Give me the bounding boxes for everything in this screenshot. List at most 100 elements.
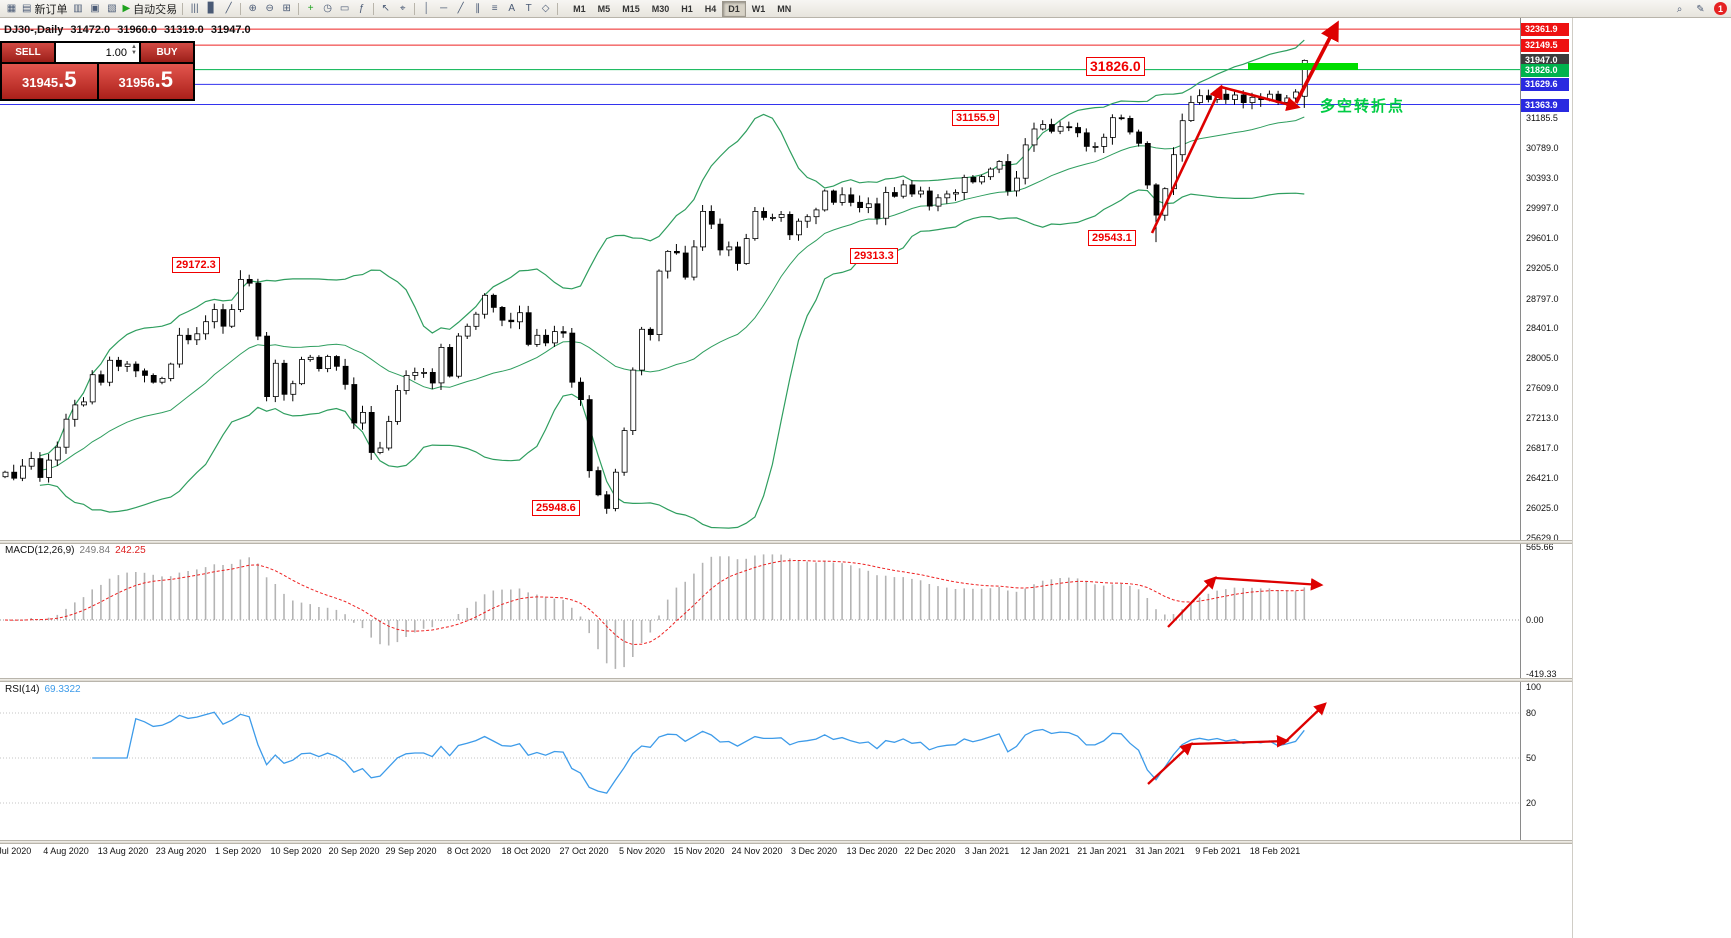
timeframe-h4[interactable]: H4 [704, 3, 717, 14]
line-chart-icon[interactable]: ╱ [220, 1, 237, 17]
crosshair-icon[interactable]: ⌖ [394, 1, 411, 17]
timeframe-d1[interactable]: D1 [722, 0, 746, 17]
date-label: 18 Oct 2020 [501, 846, 551, 856]
buy-button[interactable]: BUY [141, 43, 193, 62]
tile-windows-icon: ⊞ [282, 2, 291, 14]
edit-icon[interactable]: ✎ [1696, 3, 1705, 15]
timeframe-m30[interactable]: M30 [651, 3, 670, 14]
horizontal-line-icon: ─ [440, 2, 448, 14]
price-tick: 27609.0 [1526, 383, 1559, 393]
macd-panel-separator[interactable] [0, 540, 1572, 544]
macd-axis-tick: 0.00 [1526, 615, 1544, 625]
cursor-icon[interactable]: ↖ [377, 1, 394, 17]
fibonacci-icon: ≡ [491, 2, 498, 14]
one-click-trade-panel: SELL 1.00 ▲ ▼ BUY 31945 .5 31956 .5 [0, 41, 195, 101]
price-tag: 32149.5 [1521, 39, 1569, 52]
bars-chart-icon[interactable]: ||| [186, 1, 203, 17]
crosshair-icon: ⌖ [399, 2, 406, 14]
date-label: 13 Dec 2020 [846, 846, 898, 856]
timeframe-m5[interactable]: M5 [597, 3, 611, 14]
timeframe-mn[interactable]: MN [777, 3, 792, 14]
vertical-line-icon: │ [423, 2, 430, 14]
time-periods-icon[interactable]: ◷ [319, 1, 336, 17]
trendline-icon[interactable]: ╱ [452, 1, 469, 17]
close-value: 31947.0 [210, 24, 251, 36]
price-tag: 31363.9 [1521, 99, 1569, 112]
indicators-list-icon[interactable]: ƒ [353, 1, 370, 17]
price-annotation[interactable]: 25948.6 [532, 500, 580, 516]
lot-stepper[interactable]: ▲ ▼ [131, 44, 137, 56]
ask-price-big: .5 [154, 67, 173, 92]
main-toolbar: ▦ ▤ 新订单 ▥ ▣ ▧ ▶ 自动交易 ||| ▊ ╱ ⊕ ⊖ ⊞ + ◷ ▭ ƒ ↖ ⌖ │ ─ ╱ ∥ ≡ A T ◇ M1 M5 M… [0, 0, 1731, 18]
bid-price-button[interactable]: 31945 .5 [2, 64, 97, 99]
annotation-note[interactable]: 多空转折点 [1320, 98, 1406, 115]
toolbar-separator [182, 2, 184, 15]
price-tick: 29205.0 [1526, 263, 1559, 273]
zoom-out-icon: ⊖ [265, 2, 274, 14]
date-label: 12 Jan 2021 [1020, 846, 1070, 856]
trend-arrows [1147, 20, 1339, 785]
zoom-out-icon[interactable]: ⊖ [261, 1, 278, 17]
bid-price-main: 31945 [21, 75, 59, 90]
rsi-panel-separator[interactable] [0, 678, 1572, 682]
notification-badge[interactable]: 1 [1714, 2, 1727, 15]
price-annotation[interactable]: 29543.1 [1088, 230, 1136, 246]
price-tick: 26421.0 [1526, 473, 1559, 483]
candles-chart-icon[interactable]: ▊ [203, 1, 220, 17]
cursor-icon: ↖ [381, 2, 390, 14]
date-label: 27 Oct 2020 [559, 846, 609, 856]
text-tool-icon[interactable]: A [503, 1, 520, 17]
ask-price-button[interactable]: 31956 .5 [98, 64, 193, 99]
date-label: 18 Feb 2021 [1249, 846, 1301, 856]
timeframe-group: M1 M5 M15 M30 H1 H4 D1 W1 MN [567, 0, 797, 17]
price-annotation[interactable]: 29172.3 [172, 257, 220, 273]
tile-windows-icon[interactable]: ⊞ [278, 1, 295, 17]
toolbar-separator [414, 2, 416, 15]
new-chart-icon[interactable]: + [302, 1, 319, 17]
new-order-button[interactable]: ▤ 新订单 [20, 1, 69, 17]
zoom-in-icon[interactable]: ⊕ [244, 1, 261, 17]
timeframe-m15[interactable]: M15 [622, 3, 640, 14]
label-tool-icon[interactable]: T [520, 1, 537, 17]
stepper-down-icon[interactable]: ▼ [131, 50, 137, 56]
horizontal-line-icon[interactable]: ─ [435, 1, 452, 17]
rsi-axis-tick: 20 [1526, 798, 1537, 808]
high-value: 31960.0 [117, 24, 157, 36]
green-zone-bar [1248, 63, 1358, 70]
price-chart-canvas[interactable] [0, 0, 1572, 938]
rsi-line [92, 711, 1305, 794]
price-tick: 26817.0 [1526, 443, 1559, 453]
toolbar-right-icons: ⌕ ✎ [1671, 1, 1709, 17]
fibonacci-icon[interactable]: ≡ [486, 1, 503, 17]
price-tick: 28401.0 [1526, 323, 1559, 333]
price-annotation[interactable]: 31155.9 [952, 110, 1000, 126]
sell-button[interactable]: SELL [2, 43, 54, 62]
stepper-up-icon[interactable]: ▲ [131, 44, 137, 50]
date-label: 8 Oct 2020 [446, 846, 492, 856]
shapes-icon[interactable]: ◇ [537, 1, 554, 17]
auto-trading-label: 自动交易 [133, 3, 178, 16]
lot-size-input[interactable]: 1.00 ▲ ▼ [56, 43, 139, 62]
candles-chart-icon: ▊ [207, 2, 216, 14]
vertical-line-icon[interactable]: │ [418, 1, 435, 17]
price-annotation[interactable]: 29313.3 [850, 248, 898, 264]
shapes-icon: ◇ [541, 2, 550, 14]
templates-icon[interactable]: ▭ [336, 1, 353, 17]
chart-profiles-icon[interactable]: ▥ [69, 1, 86, 17]
toolbar-separator [298, 2, 300, 15]
equidistant-channel-icon[interactable]: ∥ [469, 1, 486, 17]
chart-window-icon[interactable]: ▦ [3, 1, 20, 17]
price-annotation[interactable]: 31826.0 [1086, 57, 1145, 76]
timeframe-m1[interactable]: M1 [573, 3, 586, 14]
search-icon[interactable]: ⌕ [1676, 3, 1683, 15]
horizontal-lines [0, 28, 1520, 105]
market-watch-icon[interactable]: ▣ [86, 1, 103, 17]
data-window-icon[interactable]: ▧ [103, 1, 120, 17]
timeframe-w1[interactable]: W1 [751, 3, 766, 14]
auto-trading-button[interactable]: ▶ 自动交易 [120, 1, 179, 17]
auto-trading-icon: ▶ [122, 2, 131, 14]
chart-profiles-icon: ▥ [73, 2, 83, 14]
date-label: 15 Nov 2020 [673, 846, 725, 856]
timeframe-h1[interactable]: H1 [681, 3, 693, 14]
market-watch-icon: ▣ [90, 2, 100, 14]
